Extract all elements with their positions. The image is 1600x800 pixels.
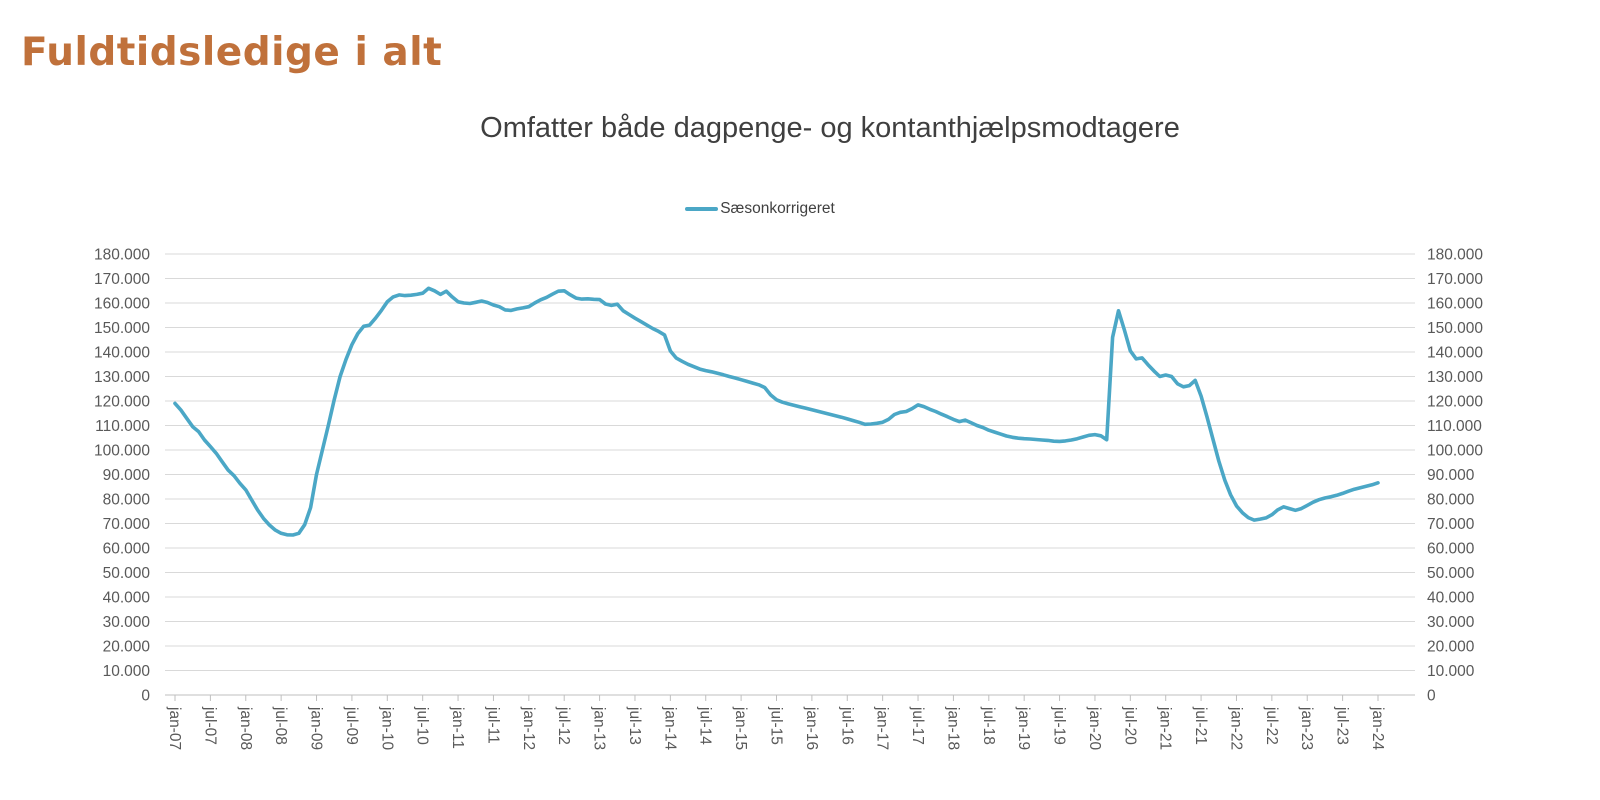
y-axis-label-right: 70.000 bbox=[1427, 516, 1475, 533]
y-axis-label-left: 10.000 bbox=[103, 663, 151, 680]
y-axis-label-left: 30.000 bbox=[103, 614, 151, 631]
y-axis-label-left: 160.000 bbox=[94, 296, 150, 313]
y-axis-label-right: 40.000 bbox=[1427, 590, 1475, 607]
y-axis-label-right: 140.000 bbox=[1427, 345, 1483, 362]
x-axis-tick-label: jan-09 bbox=[308, 706, 325, 750]
y-axis-label-right: 10.000 bbox=[1427, 663, 1475, 680]
x-axis-tick-label: jul-20 bbox=[1121, 706, 1138, 745]
x-axis-tick-label: jan-08 bbox=[237, 706, 254, 750]
y-axis-label-left: 180.000 bbox=[94, 247, 150, 264]
x-axis-tick-label: jan-19 bbox=[1015, 706, 1032, 750]
x-axis-tick-label: jan-07 bbox=[166, 706, 183, 750]
y-axis-label-right: 160.000 bbox=[1427, 296, 1483, 313]
x-axis-tick-label: jul-17 bbox=[909, 706, 926, 745]
x-axis-tick-label: jan-10 bbox=[378, 706, 395, 750]
y-axis-label-right: 30.000 bbox=[1427, 614, 1475, 631]
y-axis-label-left: 110.000 bbox=[95, 418, 150, 435]
x-axis-tick-label: jan-22 bbox=[1227, 706, 1244, 750]
x-axis-tick-label: jan-14 bbox=[661, 706, 678, 750]
chart-title: Omfatter både dagpenge- og kontanthjælps… bbox=[480, 112, 1180, 144]
x-axis-tick-label: jul-14 bbox=[697, 706, 714, 745]
x-axis-tick-label: jan-17 bbox=[874, 706, 891, 750]
x-axis-tick-label: jul-13 bbox=[626, 706, 643, 745]
y-axis-label-left: 150.000 bbox=[94, 320, 150, 337]
x-axis-tick-label: jul-18 bbox=[980, 706, 997, 745]
y-axis-label-left: 70.000 bbox=[103, 516, 151, 533]
y-axis-label-left: 140.000 bbox=[94, 345, 150, 362]
x-axis-tick-label: jan-18 bbox=[944, 706, 961, 750]
x-axis-tick-label: jul-15 bbox=[768, 706, 785, 745]
y-axis-label-left: 40.000 bbox=[103, 590, 151, 607]
y-axis-label-right: 120.000 bbox=[1427, 394, 1483, 411]
x-axis-tick-label: jan-21 bbox=[1157, 706, 1174, 750]
y-axis-label-right: 180.000 bbox=[1427, 247, 1483, 264]
x-axis-tick-label: jul-19 bbox=[1051, 706, 1068, 745]
x-axis-tick-label: jul-22 bbox=[1263, 706, 1280, 745]
x-axis-tick-label: jul-16 bbox=[838, 706, 855, 745]
x-axis-tick-label: jan-15 bbox=[732, 706, 749, 750]
series-line-saesonkorrigeret bbox=[173, 286, 1380, 537]
x-axis-tick-label: jul-08 bbox=[272, 706, 289, 745]
x-axis-tick-label: jan-16 bbox=[803, 706, 820, 750]
y-axis-label-left: 90.000 bbox=[103, 467, 151, 484]
legend-label: Sæsonkorrigeret bbox=[720, 200, 835, 217]
page-title: Fuldtidsledige i alt bbox=[21, 30, 443, 75]
x-axis-tick-label: jan-13 bbox=[591, 706, 608, 750]
x-axis-tick-label: jul-09 bbox=[343, 706, 360, 745]
x-axis-tick-label: jan-11 bbox=[449, 706, 466, 749]
y-axis-label-left: 60.000 bbox=[103, 541, 151, 558]
y-axis-label-left: 20.000 bbox=[103, 639, 151, 656]
y-axis-label-right: 0 bbox=[1427, 688, 1436, 705]
y-axis-label-left: 170.000 bbox=[94, 271, 150, 288]
y-axis-label-right: 20.000 bbox=[1427, 639, 1475, 656]
y-axis-label-right: 110.000 bbox=[1427, 418, 1482, 435]
y-axis-label-right: 100.000 bbox=[1427, 443, 1483, 460]
x-axis-tick-label: jan-24 bbox=[1369, 706, 1386, 750]
y-axis-label-right: 60.000 bbox=[1427, 541, 1475, 558]
y-axis-label-right: 130.000 bbox=[1427, 369, 1483, 386]
x-axis-tick-label: jul-21 bbox=[1192, 706, 1209, 745]
y-axis-label-left: 80.000 bbox=[103, 492, 151, 509]
x-axis-tick-label: jul-23 bbox=[1334, 706, 1351, 745]
y-axis-label-left: 50.000 bbox=[103, 565, 151, 582]
x-axis-tick-label: jul-12 bbox=[555, 706, 572, 745]
chart-legend: Sæsonkorrigeret bbox=[560, 198, 960, 220]
y-axis-label-left: 100.000 bbox=[94, 443, 150, 460]
y-axis-label-right: 170.000 bbox=[1427, 271, 1483, 288]
y-axis-label-right: 80.000 bbox=[1427, 492, 1475, 509]
x-axis-tick-label: jul-11 bbox=[484, 706, 501, 744]
x-axis-tick-label: jul-10 bbox=[414, 706, 431, 745]
x-axis-tick-label: jan-20 bbox=[1086, 706, 1103, 750]
y-axis-label-right: 90.000 bbox=[1427, 467, 1475, 484]
legend-line-swatch bbox=[685, 207, 719, 211]
x-axis-tick-label: jan-12 bbox=[520, 706, 537, 750]
y-axis-label-left: 130.000 bbox=[94, 369, 150, 386]
y-axis-label-right: 50.000 bbox=[1427, 565, 1475, 582]
y-axis-label-left: 120.000 bbox=[94, 394, 150, 411]
x-axis-tick-label: jul-07 bbox=[201, 706, 218, 745]
y-axis-label-left: 0 bbox=[141, 688, 150, 705]
y-axis-label-right: 150.000 bbox=[1427, 320, 1483, 337]
x-axis-tick-label: jan-23 bbox=[1298, 706, 1315, 750]
